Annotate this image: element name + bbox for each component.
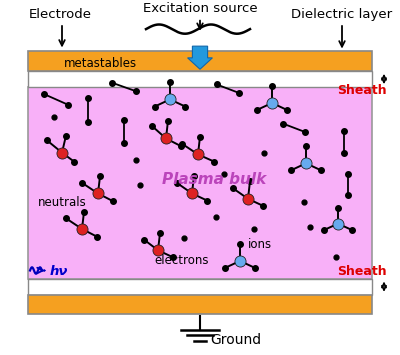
Text: neutrals: neutrals (38, 196, 86, 209)
Bar (28, 51, 372, 71)
Text: hν: hν (50, 265, 68, 278)
Text: Ground: Ground (210, 333, 262, 347)
Text: metastables: metastables (64, 58, 136, 70)
Text: Excitation source: Excitation source (143, 2, 257, 15)
Text: Electrode: Electrode (28, 8, 92, 21)
Bar (28, 279, 372, 295)
Text: Plasma bulk: Plasma bulk (162, 172, 266, 187)
FancyArrow shape (188, 46, 212, 69)
Text: Dielectric layer: Dielectric layer (292, 8, 392, 21)
Bar (28, 87, 372, 279)
Text: electrons: electrons (155, 255, 209, 267)
Text: ions: ions (248, 239, 272, 251)
Bar (28, 71, 372, 87)
Text: Sheath: Sheath (337, 265, 387, 278)
Text: Sheath: Sheath (337, 84, 387, 97)
Bar (28, 295, 372, 314)
